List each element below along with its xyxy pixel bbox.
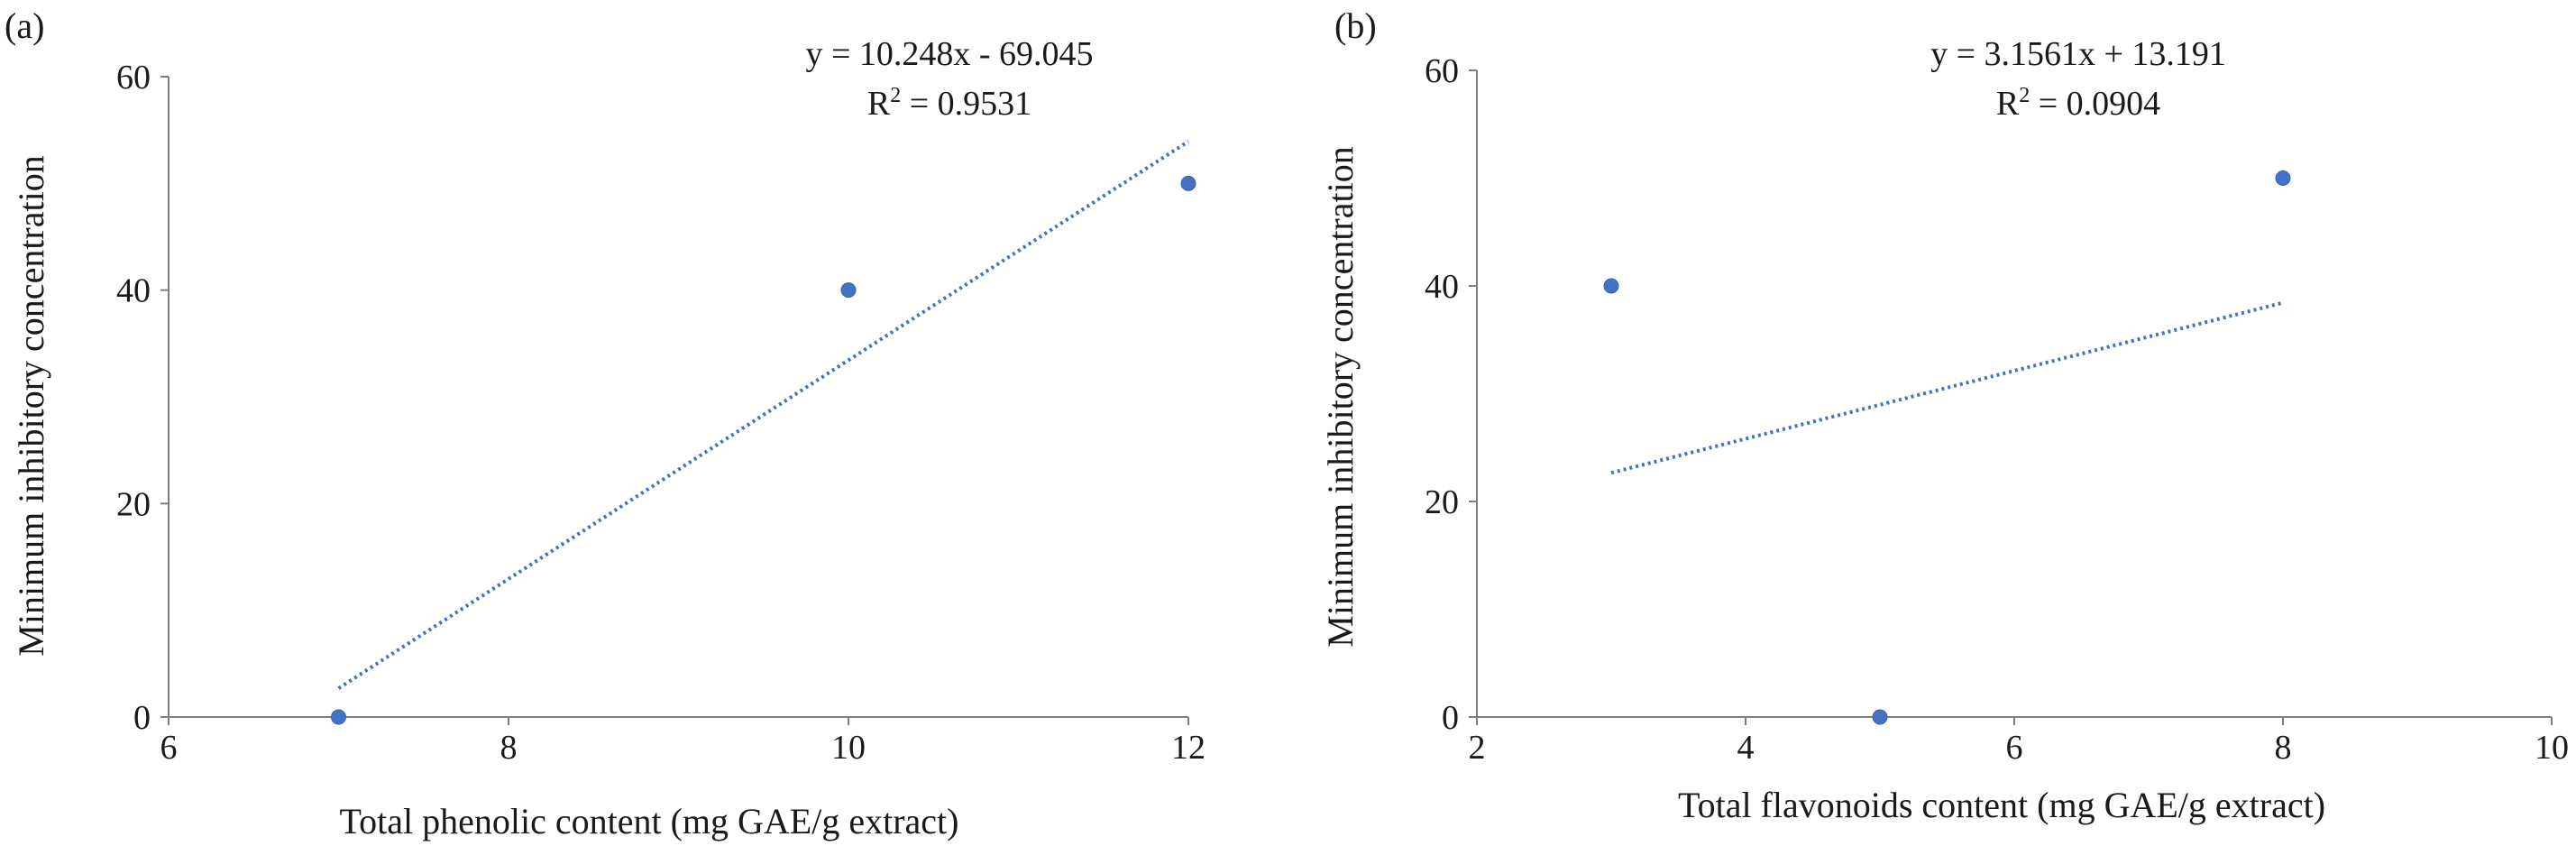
r-squared-a: R2 = 0.9531 (867, 84, 1031, 123)
data-point-b-2 (2275, 170, 2291, 186)
r-squared-b-exponent: 2 (2019, 84, 2030, 107)
trendline-path-b (1610, 300, 2284, 475)
tick-labels-b: 2 4 6 8 10 0 20 40 60 (1425, 52, 2569, 767)
x-tick-label-b-3: 8 (2275, 729, 2292, 767)
x-tick-label-b-1: 4 (1737, 729, 1755, 767)
data-point-a-2 (1180, 175, 1196, 191)
r-squared-a-prefix: R (867, 85, 891, 123)
x-tick-label-a-3: 12 (1171, 729, 1205, 767)
r-squared-b-prefix: R (1996, 85, 2020, 123)
y-tick-label-b-2: 40 (1425, 268, 1459, 306)
trend-equation-b: y = 3.1561x + 13.191 (1930, 35, 2226, 73)
panel-label-b: (b) (1334, 5, 1377, 46)
data-points-b (1603, 170, 2291, 725)
r-squared-a-exponent: 2 (890, 84, 901, 107)
y-axis-label-b: Minimum inhibitory concentration (1320, 146, 1361, 647)
panel-label-a: (a) (5, 5, 44, 46)
chart-panel-a: (a) 6 8 10 12 0 20 40 60 y = 10.248x - 69.045 R… (5, 5, 1205, 841)
trend-equation-a: y = 10.248x - 69.045 (805, 35, 1093, 73)
chart-panel-b: (b) 2 4 6 8 10 0 20 40 60 y = 3.1561x + 13.191 R… (1320, 5, 2569, 825)
y-tick-label-a-3: 60 (116, 59, 151, 97)
y-axis-label-a: Minimum inhibitory concentration (11, 155, 51, 656)
data-point-a-1 (840, 282, 857, 299)
y-tick-label-b-0: 0 (1442, 699, 1459, 737)
y-tick-label-a-2: 40 (116, 272, 151, 310)
data-point-b-1 (1872, 709, 1888, 725)
trendline-a (337, 140, 1190, 690)
r-squared-b-value: = 0.0904 (2030, 85, 2160, 123)
x-axis-label-a: Total phenolic content (mg GAE/g extract… (340, 801, 959, 841)
x-tick-label-a-1: 8 (500, 729, 518, 767)
trendline-path-a (337, 140, 1190, 690)
r-squared-b: R2 = 0.0904 (1996, 84, 2160, 123)
trendline-b (1610, 300, 2284, 475)
r-squared-a-value: = 0.9531 (901, 85, 1031, 123)
data-points-a (331, 175, 1196, 725)
y-tick-label-a-0: 0 (133, 699, 151, 737)
x-tick-label-b-0: 2 (1469, 729, 1486, 767)
data-point-a-0 (331, 709, 346, 725)
tick-labels-a: 6 8 10 12 0 20 40 60 (116, 59, 1205, 767)
x-tick-label-a-0: 6 (160, 729, 178, 767)
x-tick-label-b-2: 6 (2006, 729, 2023, 767)
x-axis-label-b: Total flavonoids content (mg GAE/g extra… (1678, 785, 2325, 825)
x-tick-label-b-4: 10 (2535, 729, 2569, 767)
y-tick-label-b-3: 60 (1425, 52, 1459, 90)
y-tick-label-b-1: 20 (1425, 483, 1459, 521)
data-point-b-0 (1603, 278, 1619, 294)
x-tick-label-a-2: 10 (831, 729, 866, 767)
y-tick-label-a-1: 20 (116, 485, 151, 523)
